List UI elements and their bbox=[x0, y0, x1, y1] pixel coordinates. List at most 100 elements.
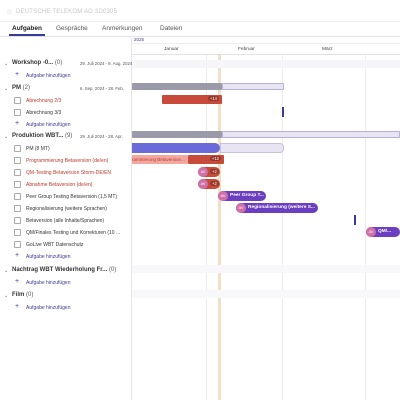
chevron-down-icon[interactable]: ⌄ bbox=[4, 134, 9, 140]
add-task-link[interactable]: Aufgabe hinzufügen bbox=[26, 73, 71, 79]
task-bar[interactable]: +14 bbox=[162, 95, 222, 104]
top-bar: ☆ DEUTSCHE TELEKOM AG 3D0305 bbox=[0, 0, 400, 22]
group-row-pm[interactable]: ⌄ PM (2) 6. Sep. 2024 - 28. Feb. bbox=[0, 83, 132, 95]
group-row-produktion[interactable]: ⌄ Produktion WBT... (9) 29. Juli 2024 - … bbox=[0, 131, 132, 143]
task-name[interactable]: Abnahme Betaversion (de/en) bbox=[26, 182, 93, 188]
avatar[interactable]: AV bbox=[366, 227, 376, 237]
task-checkbox[interactable] bbox=[14, 205, 21, 212]
task-checkbox[interactable] bbox=[14, 193, 21, 200]
add-task-link[interactable]: Aufgabe hinzufügen bbox=[26, 122, 71, 128]
task-row[interactable]: Betaversion (alle Inhalte/Sprachen) bbox=[0, 215, 132, 227]
group-summary-bar[interactable] bbox=[222, 131, 400, 138]
task-row[interactable]: QM/Finales Testing und Korrekturen (10 .… bbox=[0, 227, 132, 239]
task-bar[interactable]: AV +2 bbox=[198, 179, 220, 189]
task-name[interactable]: GoLive WBT Datenschutz bbox=[26, 242, 84, 248]
grid-line bbox=[282, 55, 283, 400]
task-row[interactable]: Abnahme Betaversion (de/en) bbox=[0, 179, 132, 191]
chevron-down-icon[interactable]: ⌄ bbox=[4, 61, 9, 67]
month-header: Januar Februar März bbox=[132, 43, 400, 55]
group-row-workshop[interactable]: ⌄ Workshop -0... (0) 29. Juli 2024 - 9. … bbox=[0, 58, 132, 70]
task-checkbox[interactable] bbox=[14, 109, 21, 116]
task-row[interactable]: QM-Testing Betaversion Storm-DE/EN bbox=[0, 167, 132, 179]
group-summary-bar[interactable] bbox=[132, 131, 222, 138]
plus-icon[interactable]: + bbox=[15, 120, 20, 127]
group-count: (0) bbox=[26, 292, 34, 298]
task-checkbox[interactable] bbox=[14, 157, 21, 164]
add-task-link[interactable]: Aufgabe hinzufügen bbox=[26, 305, 71, 311]
task-bar[interactable]: +12 bbox=[188, 155, 224, 164]
add-task-link[interactable]: Aufgabe hinzufügen bbox=[26, 254, 71, 260]
task-row[interactable]: Peer Group Testing Betaversion (1,5 MT) bbox=[0, 191, 132, 203]
group-name: PM bbox=[12, 85, 21, 91]
avatar[interactable]: AV bbox=[198, 167, 208, 177]
task-name[interactable]: Regionalisierung (weitere Sprachen) bbox=[26, 206, 107, 212]
task-bar[interactable]: rammierung Betaversion... bbox=[132, 155, 188, 164]
plus-icon[interactable]: + bbox=[15, 278, 20, 285]
chevron-down-icon[interactable]: ⌄ bbox=[4, 293, 9, 299]
avatar[interactable]: AV bbox=[218, 191, 228, 201]
tab-dateien[interactable]: Dateien bbox=[160, 25, 183, 32]
group-summary-bar[interactable] bbox=[222, 83, 284, 90]
task-checkbox[interactable] bbox=[14, 97, 21, 104]
task-checkbox[interactable] bbox=[14, 181, 21, 188]
group-summary-bar[interactable] bbox=[132, 83, 222, 90]
task-checkbox[interactable] bbox=[14, 145, 21, 152]
add-task-row[interactable]: + Aufgabe hinzufügen bbox=[0, 70, 132, 82]
project-title: DEUTSCHE TELEKOM AG 3D0305 bbox=[16, 9, 118, 15]
add-task-row[interactable]: + Aufgabe hinzufügen bbox=[0, 119, 132, 131]
avatar[interactable]: AV bbox=[198, 179, 208, 189]
grid-line bbox=[365, 55, 366, 400]
group-count: (2) bbox=[22, 85, 31, 91]
task-row[interactable]: Regionalisierung (weitere Sprachen) bbox=[0, 203, 132, 215]
group-band bbox=[132, 265, 400, 273]
star-icon[interactable]: ☆ bbox=[6, 9, 13, 16]
task-name[interactable]: Abrechnung 3/3 bbox=[26, 110, 62, 116]
add-task-row[interactable]: + Aufgabe hinzufügen bbox=[0, 302, 132, 314]
count-badge: +2 bbox=[210, 169, 219, 174]
task-bar[interactable] bbox=[220, 143, 284, 153]
task-name[interactable]: QM-Testing Betaversion Storm-DE/EN bbox=[26, 170, 112, 176]
milestone-marker[interactable] bbox=[282, 107, 284, 117]
task-row[interactable]: PM (8 MT) bbox=[0, 143, 132, 155]
task-bar[interactable]: AV QM/... bbox=[366, 227, 400, 237]
add-task-row[interactable]: + Aufgabe hinzufügen bbox=[0, 251, 132, 263]
task-name[interactable]: PM (8 MT) bbox=[26, 146, 50, 152]
task-checkbox[interactable] bbox=[14, 217, 21, 224]
task-name[interactable]: Programmierung Betaversion (de/en) bbox=[26, 158, 109, 164]
task-checkbox[interactable] bbox=[14, 229, 21, 236]
month-label: Januar bbox=[164, 47, 179, 52]
milestone-marker[interactable] bbox=[354, 215, 356, 225]
group-row-nachtrag[interactable]: ⌄ Nachtrag WBT Wiederholung Fr... (0) bbox=[0, 265, 132, 277]
chevron-down-icon[interactable]: ⌄ bbox=[4, 86, 9, 92]
tab-anmerkungen[interactable]: Anmerkungen bbox=[102, 25, 143, 32]
task-checkbox[interactable] bbox=[14, 169, 21, 176]
task-bar[interactable]: AV Peer Group T... bbox=[218, 191, 266, 201]
avatar[interactable]: AV bbox=[236, 203, 246, 213]
plus-icon[interactable]: + bbox=[15, 71, 20, 78]
task-bar[interactable]: AV Regionalisierung (weitere S... bbox=[236, 203, 318, 213]
task-bar[interactable] bbox=[132, 143, 220, 153]
task-row[interactable]: Programmierung Betaversion (de/en) bbox=[0, 155, 132, 167]
task-name[interactable]: Betaversion (alle Inhalte/Sprachen) bbox=[26, 218, 105, 224]
task-list-panel: ⌄ Workshop -0... (0) 29. Juli 2024 - 9. … bbox=[0, 38, 132, 400]
add-task-link[interactable]: Aufgabe hinzufügen bbox=[26, 280, 71, 286]
gantt-chart[interactable]: 2025 Januar Februar März +14 rammierung … bbox=[132, 38, 400, 400]
count-badge: +14 bbox=[207, 96, 219, 101]
task-name[interactable]: Abrechnung 2/3 bbox=[26, 98, 62, 104]
task-row[interactable]: GoLive WBT Datenschutz bbox=[0, 239, 132, 251]
task-row[interactable]: Abrechnung 3/3 bbox=[0, 107, 132, 119]
month-label: März bbox=[322, 47, 333, 52]
add-task-row[interactable]: + Aufgabe hinzufügen bbox=[0, 277, 132, 289]
tab-gespraeche[interactable]: Gespräche bbox=[56, 25, 88, 32]
tab-aufgaben[interactable]: Aufgaben bbox=[9, 25, 45, 36]
task-name[interactable]: QM/Finales Testing und Korrekturen (10 .… bbox=[26, 230, 121, 236]
task-checkbox[interactable] bbox=[14, 241, 21, 248]
task-row[interactable]: Abrechnung 2/3 bbox=[0, 95, 132, 107]
plus-icon[interactable]: + bbox=[15, 303, 20, 310]
task-bar[interactable]: AV +2 bbox=[198, 167, 220, 177]
task-name[interactable]: Peer Group Testing Betaversion (1,5 MT) bbox=[26, 194, 118, 200]
plus-icon[interactable]: + bbox=[15, 252, 20, 259]
group-row-film[interactable]: ⌄ Film (0) bbox=[0, 290, 132, 302]
today-line bbox=[218, 55, 221, 400]
chevron-down-icon[interactable]: ⌄ bbox=[4, 268, 9, 274]
